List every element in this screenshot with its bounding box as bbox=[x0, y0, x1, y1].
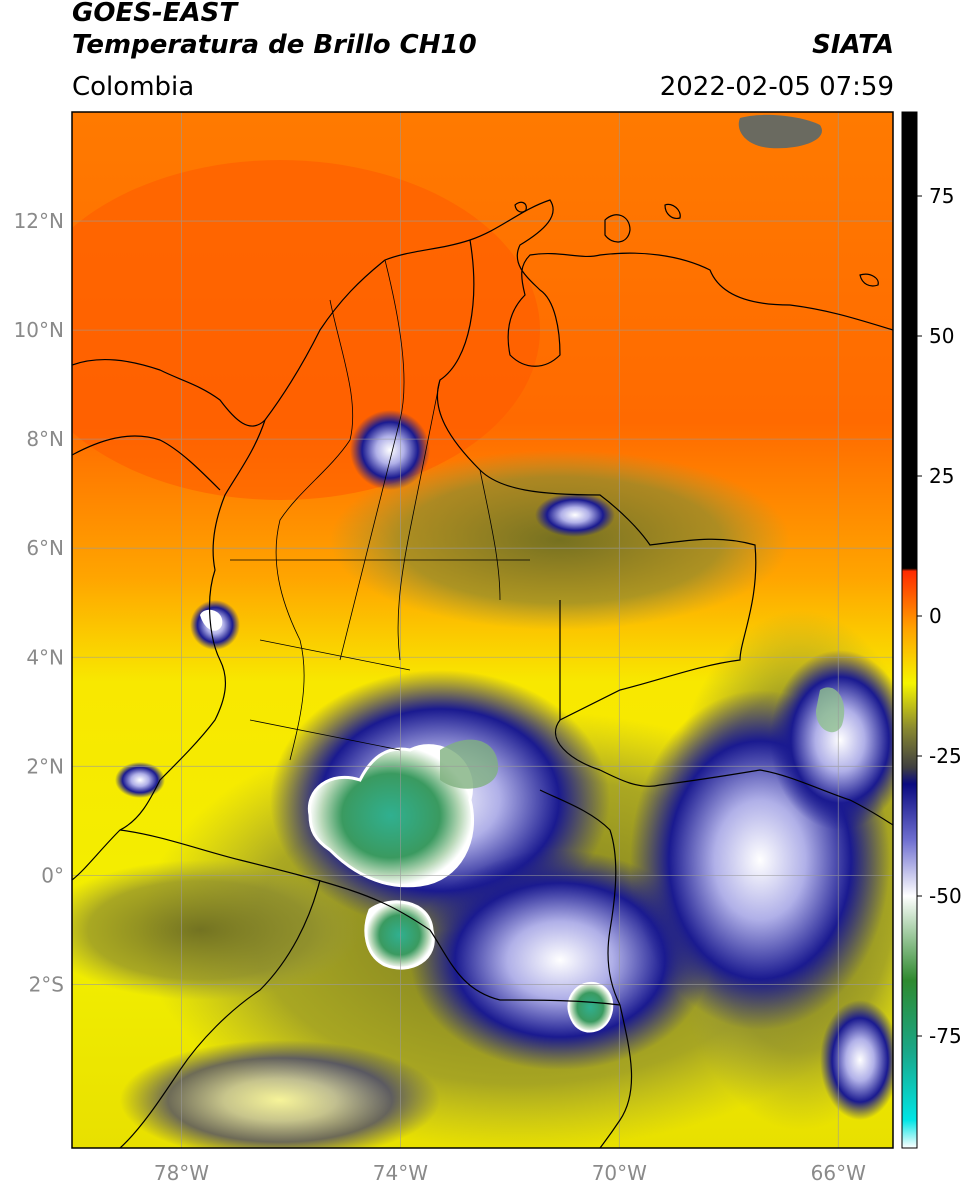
longitude-tick-label: 66°W bbox=[811, 1161, 866, 1185]
colorbar-frame bbox=[901, 111, 918, 1149]
latitude-tick-label: 4°N bbox=[26, 645, 64, 669]
colorbar-tick-label: -75 bbox=[929, 1024, 962, 1048]
datetime-label: 2022-02-05 07:59 bbox=[659, 72, 894, 102]
cold-cloud-top-pacific bbox=[200, 609, 223, 631]
region-label: Colombia bbox=[72, 72, 195, 102]
colorbar-tick-label: 50 bbox=[929, 324, 954, 348]
coastline-caribbean bbox=[72, 199, 893, 427]
colorbar-tick-label: -50 bbox=[929, 884, 962, 908]
convective-cell-llanos bbox=[535, 493, 615, 537]
colorbar-gradient bbox=[902, 112, 917, 1148]
border-peru bbox=[119, 879, 321, 1148]
convective-cell-southeast bbox=[820, 1000, 893, 1120]
convective-band-southwest bbox=[120, 1040, 440, 1148]
map-panel bbox=[72, 112, 893, 1148]
latitude-tick-label: 2°S bbox=[29, 972, 64, 996]
latitude-tick-label: 8°N bbox=[26, 427, 64, 451]
colorbar-tick-label: 25 bbox=[929, 464, 954, 488]
island-tobago bbox=[664, 203, 681, 219]
colorbar-tick-label: 0 bbox=[929, 604, 942, 628]
border-brazil-north bbox=[599, 769, 893, 826]
latitude-labels: 12°N 10°N 8°N 6°N 4°N 2°N 0° 2°S bbox=[14, 209, 64, 996]
colorbar-tick-label: 75 bbox=[929, 184, 954, 208]
longitude-tick-label: 70°W bbox=[592, 1161, 647, 1185]
longitude-tick-label: 78°W bbox=[154, 1161, 209, 1185]
island-aruba bbox=[514, 201, 527, 213]
convective-cell-pacific-south bbox=[115, 762, 165, 798]
internal-departments bbox=[230, 259, 530, 761]
satellite-title: GOES-EAST bbox=[72, 0, 238, 28]
coldest-cloud-top-east bbox=[815, 687, 845, 733]
border-brazil-south bbox=[599, 1004, 633, 1148]
island-margarita bbox=[604, 214, 631, 243]
cloud-caribbean-northeast bbox=[738, 114, 822, 149]
colorbar-ticks: 75 50 25 0 -25 -50 -75 bbox=[917, 184, 962, 1048]
boundaries bbox=[72, 199, 893, 1148]
latitude-tick-label: 2°N bbox=[26, 754, 64, 778]
border-venezuela bbox=[436, 239, 757, 771]
longitude-labels: 78°W 74°W 70°W 66°W bbox=[154, 1161, 866, 1185]
latitude-tick-label: 12°N bbox=[14, 209, 64, 233]
latitude-tick-label: 6°N bbox=[26, 536, 64, 560]
latitude-tick-label: 0° bbox=[41, 863, 64, 887]
product-title: Temperatura de Brillo CH10 bbox=[72, 30, 477, 60]
map-frame bbox=[71, 111, 894, 1149]
coldest-cloud-top-south bbox=[364, 900, 435, 970]
convective-cell-north bbox=[350, 410, 430, 490]
border-colombia-brazil bbox=[539, 789, 621, 1006]
latitude-tick-label: 10°N bbox=[14, 318, 64, 342]
graticule bbox=[72, 112, 893, 1148]
coldest-cloud-top-northeast bbox=[440, 739, 499, 789]
coastline-pacific bbox=[72, 419, 266, 881]
border-panama bbox=[72, 435, 221, 491]
convective-cell-northeast bbox=[770, 650, 893, 830]
coldest-cloud-top-amazon bbox=[567, 981, 614, 1033]
border-ecuador bbox=[119, 829, 621, 1006]
mid-cloud-band-north bbox=[330, 450, 790, 630]
colorbar-tick-label: -25 bbox=[929, 744, 962, 768]
coldest-cloud-top-center bbox=[307, 744, 475, 888]
colorbar: 75 50 25 0 -25 -50 -75 bbox=[901, 111, 962, 1149]
longitude-tick-label: 74°W bbox=[373, 1161, 428, 1185]
agency-label: SIATA bbox=[812, 30, 894, 60]
island-trinidad bbox=[859, 273, 879, 287]
mid-cloud-band-west bbox=[72, 860, 360, 1000]
